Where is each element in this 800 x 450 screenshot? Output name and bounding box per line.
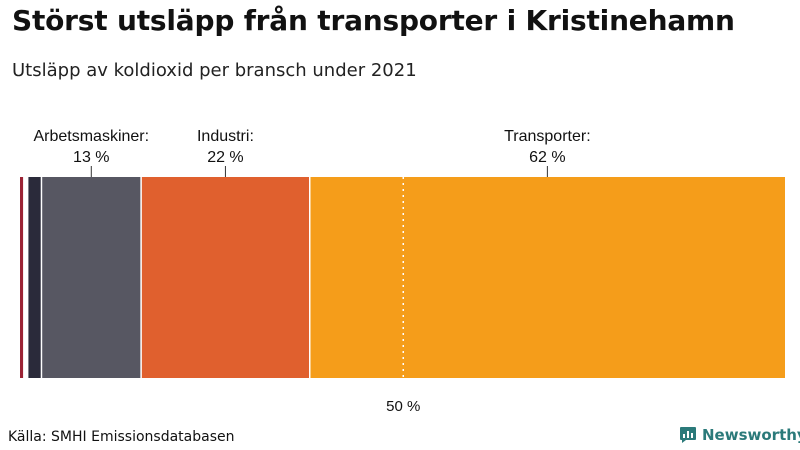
segment-label-3: Arbetsmaskiner: [33, 128, 149, 145]
source-note: Källa: SMHI Emissionsdatabasen [8, 429, 235, 445]
brand-name: Newsworthy [702, 426, 800, 444]
bar-segment-0 [20, 177, 24, 378]
bar-segment-4 [141, 177, 310, 378]
segment-value-label-4: 22 % [207, 149, 243, 166]
segment-label-4: Industri: [197, 128, 254, 145]
segment-label-5: Transporter: [504, 128, 591, 145]
bar-segment-5 [309, 177, 785, 378]
reference-line-label: 50 % [386, 398, 420, 415]
chart-title: Störst utsläpp från transporter i Kristi… [12, 4, 735, 37]
bar-segment-2 [27, 177, 42, 378]
bar-segment-1 [23, 177, 28, 378]
chart-subtitle: Utsläpp av koldioxid per bransch under 2… [12, 60, 417, 81]
segment-value-label-5: 62 % [529, 149, 565, 166]
segment-value-label-3: 13 % [73, 149, 109, 166]
brand-logo: Newsworthy [679, 426, 800, 444]
bar-segment-3 [41, 177, 142, 378]
bar-chart-logo-icon [680, 427, 696, 443]
